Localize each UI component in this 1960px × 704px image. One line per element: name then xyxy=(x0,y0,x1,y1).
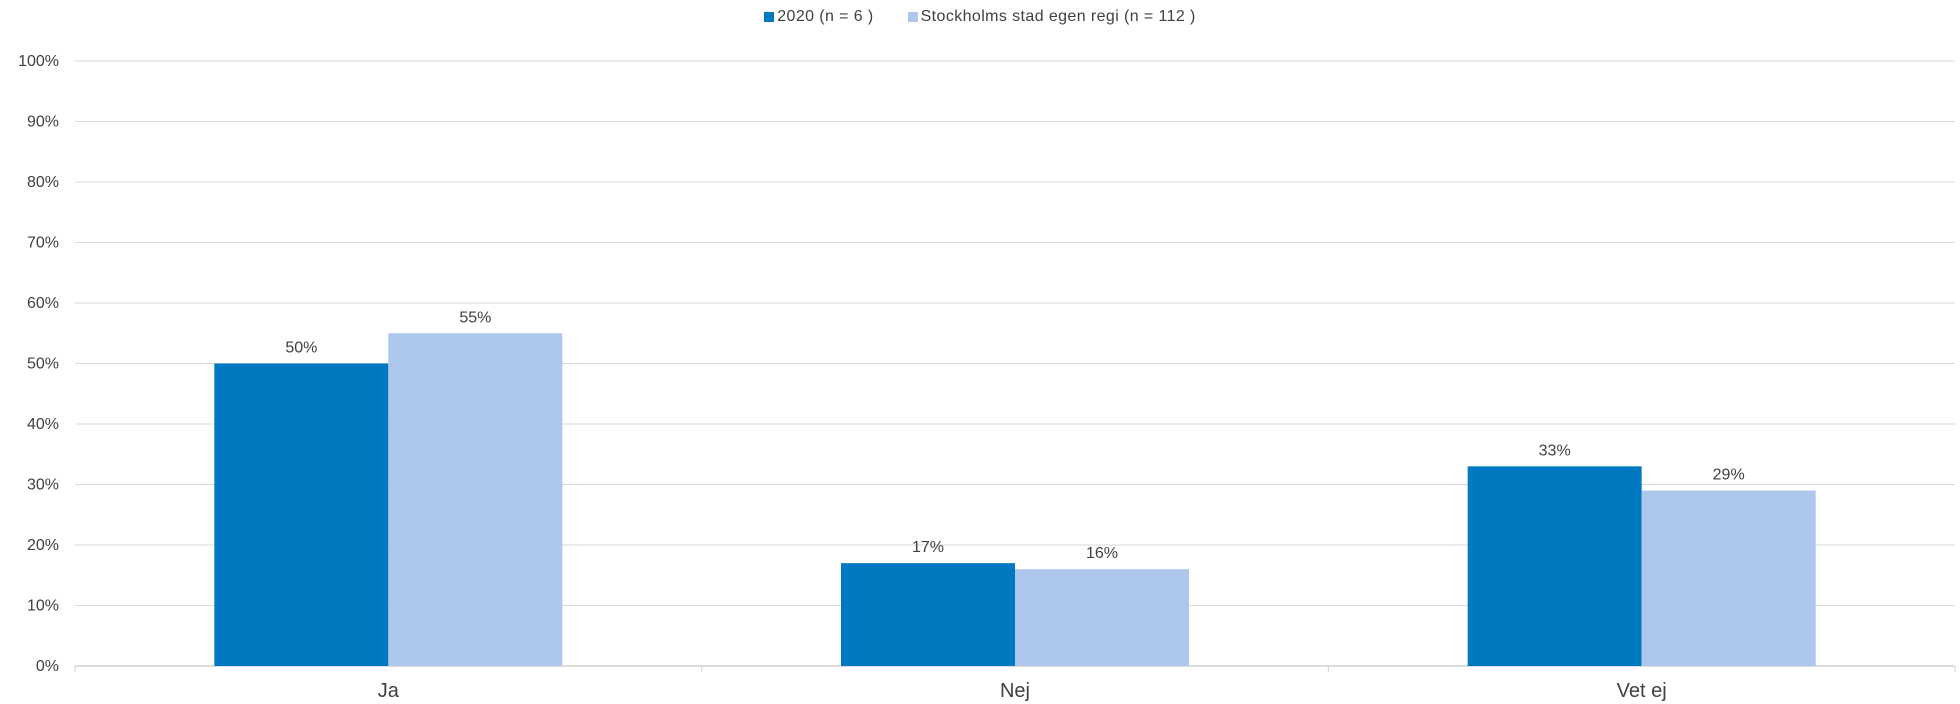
legend-label-stockholm: Stockholms stad egen regi (n = 112 ) xyxy=(920,8,1196,25)
y-tick-label: 80% xyxy=(27,174,59,191)
legend-swatch-stockholm xyxy=(907,12,918,22)
legend-item-2020[interactable]: 2020 (n = 6 ) xyxy=(764,8,873,26)
data-label: 16% xyxy=(1086,545,1118,562)
x-tick-label: Nej xyxy=(1000,680,1030,702)
data-label: 33% xyxy=(1539,442,1571,459)
data-label: 50% xyxy=(285,340,317,357)
bar-stockholm xyxy=(1641,490,1816,666)
bar-2020 xyxy=(1467,466,1642,666)
data-label: 55% xyxy=(459,309,491,326)
legend-item-stockholm[interactable]: Stockholms stad egen regi (n = 112 ) xyxy=(907,8,1196,26)
y-tick-label: 100% xyxy=(18,53,59,70)
y-tick-label: 50% xyxy=(27,356,59,373)
bar-stockholm xyxy=(388,333,563,666)
y-tick-label: 60% xyxy=(27,295,59,312)
y-tick-label: 20% xyxy=(27,537,59,554)
y-tick-label: 90% xyxy=(27,114,59,131)
y-tick-label: 0% xyxy=(36,658,59,675)
x-tick-label: Vet ej xyxy=(1617,680,1667,702)
y-tick-label: 30% xyxy=(27,477,59,494)
data-label: 17% xyxy=(912,539,944,556)
legend-swatch-2020 xyxy=(764,12,775,22)
bar-2020 xyxy=(841,563,1015,666)
legend-label-2020: 2020 (n = 6 ) xyxy=(777,8,874,25)
data-label: 29% xyxy=(1713,467,1745,484)
legend: 2020 (n = 6 ) Stockholms stad egen regi … xyxy=(0,8,1960,26)
y-tick-label: 40% xyxy=(27,416,59,433)
y-tick-label: 10% xyxy=(27,598,59,615)
bar-stockholm xyxy=(1015,569,1189,666)
y-tick-label: 70% xyxy=(27,235,59,252)
x-tick-label: Ja xyxy=(378,680,400,702)
bar-2020 xyxy=(214,363,389,666)
